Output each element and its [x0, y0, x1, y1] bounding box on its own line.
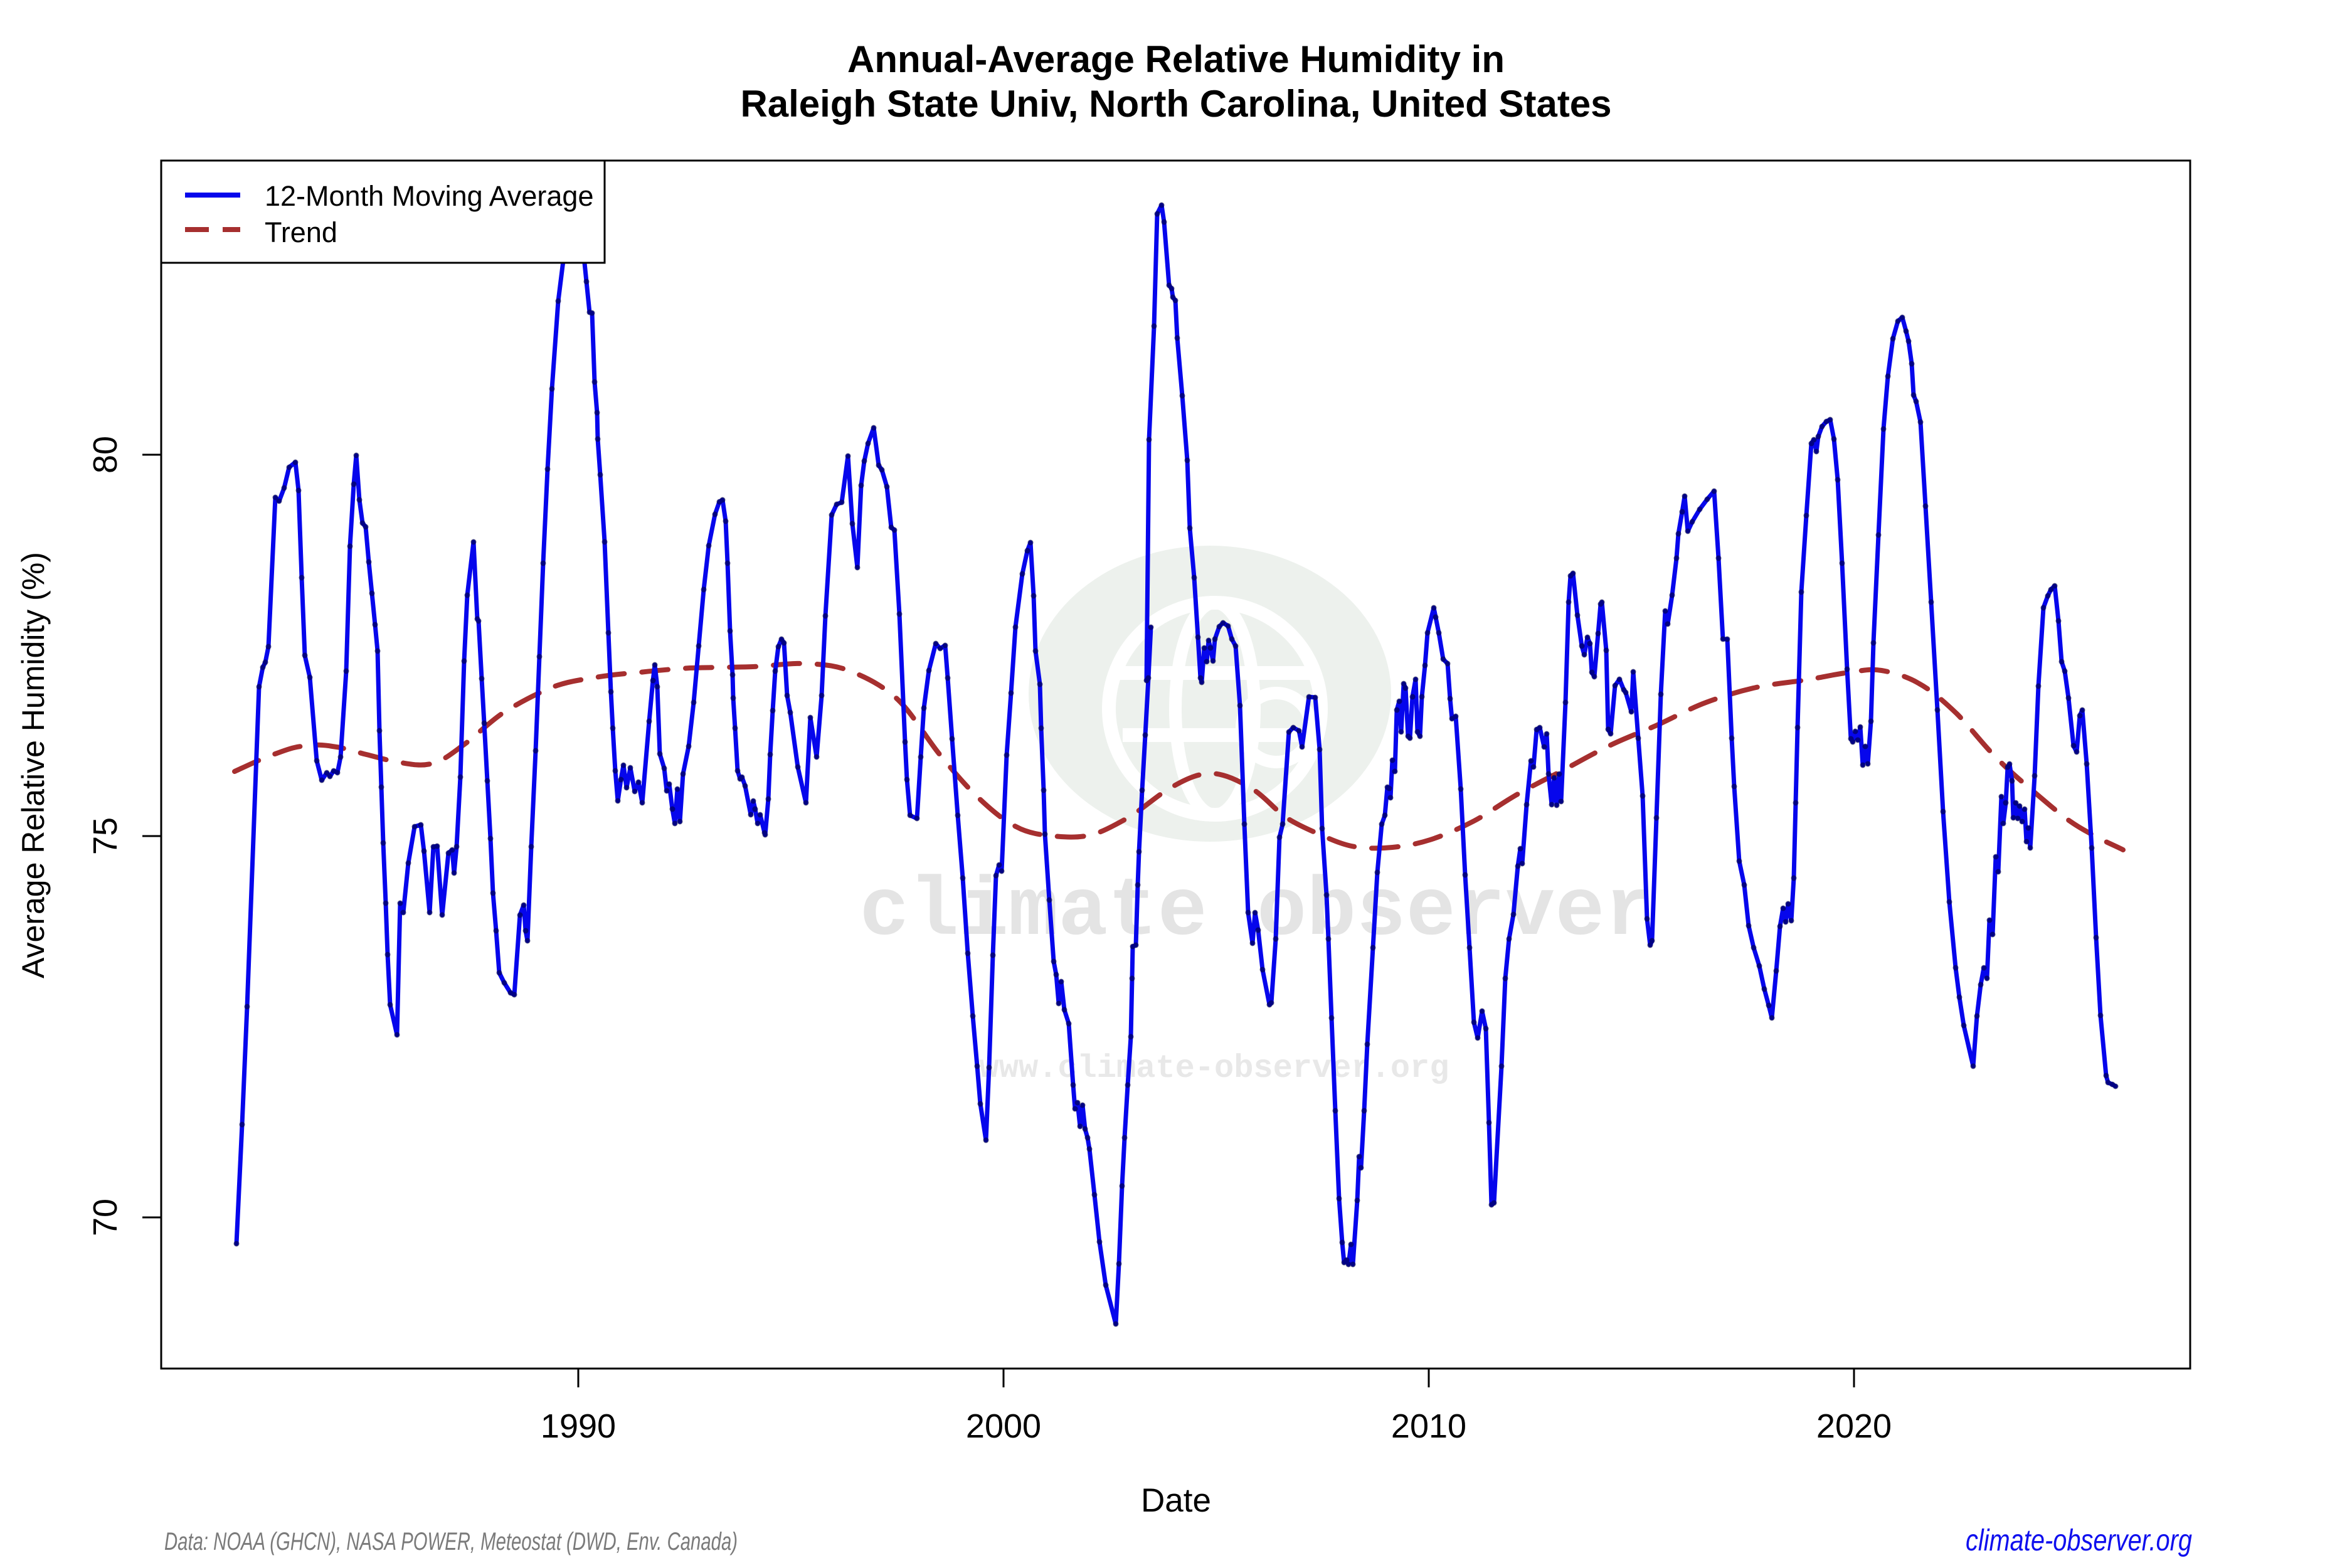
- svg-text:Date: Date: [1141, 1482, 1211, 1519]
- svg-text:2020: 2020: [1816, 1407, 1892, 1445]
- svg-text:2000: 2000: [966, 1407, 1041, 1445]
- svg-text:www.climate-observer.org: www.climate-observer.org: [980, 1050, 1449, 1087]
- svg-text:75: 75: [87, 817, 124, 855]
- svg-text:2010: 2010: [1391, 1407, 1466, 1445]
- svg-text:Trend: Trend: [265, 216, 337, 248]
- svg-text:Raleigh State Univ, North Caro: Raleigh State Univ, North Carolina, Unit…: [740, 83, 1611, 125]
- svg-text:Average Relative Humidity (%): Average Relative Humidity (%): [16, 552, 51, 978]
- svg-text:12-Month Moving Average: 12-Month Moving Average: [265, 180, 594, 212]
- svg-text:80: 80: [87, 436, 124, 474]
- svg-text:Data: NOAA (GHCN), NASA POWER,: Data: NOAA (GHCN), NASA POWER, Meteostat…: [164, 1528, 738, 1555]
- svg-text:Annual-Average Relative Humidi: Annual-Average Relative Humidity in: [847, 38, 1505, 80]
- svg-text:climate-observer.org: climate-observer.org: [1966, 1524, 2192, 1557]
- svg-text:70: 70: [87, 1199, 124, 1236]
- svg-text:1990: 1990: [541, 1407, 616, 1445]
